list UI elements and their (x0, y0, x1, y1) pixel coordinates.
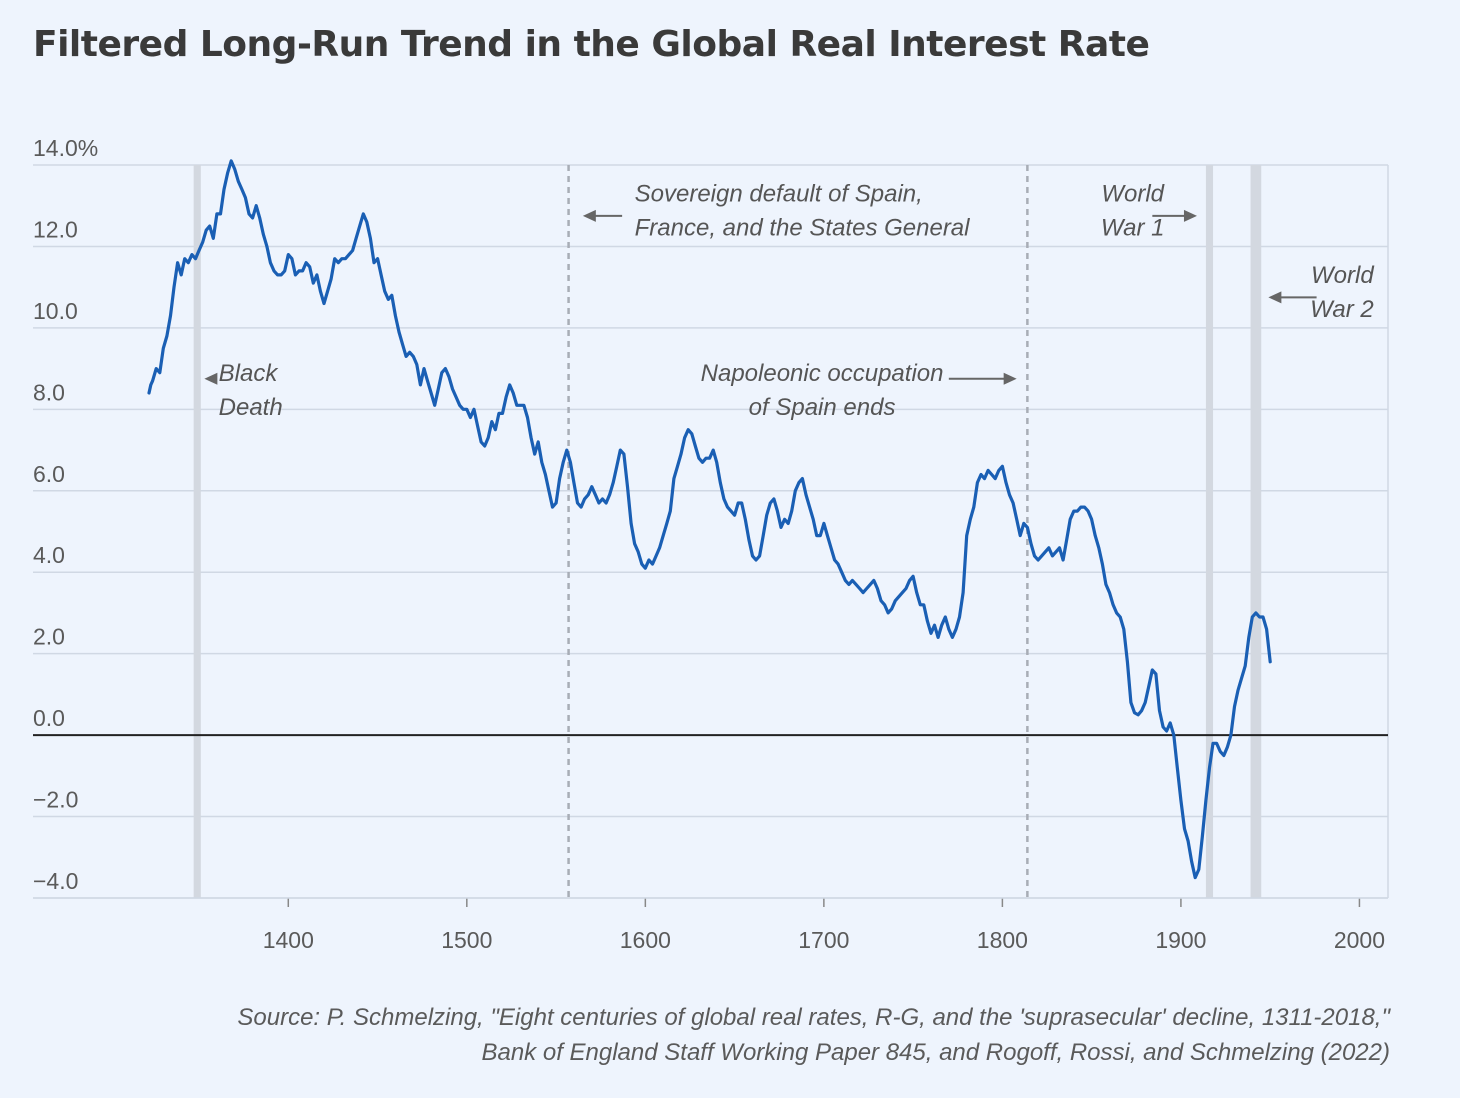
x-tick-label: 1800 (977, 927, 1028, 953)
annotation-label: World War 2 (1310, 262, 1374, 323)
y-tick-label: −4.0 (33, 868, 78, 894)
x-tick-label: 1600 (620, 927, 671, 953)
annotation-arrow (582, 209, 623, 222)
y-tick-label: 0.0 (33, 705, 65, 731)
annotation-arrow (1152, 209, 1197, 222)
y-tick-label: 2.0 (33, 624, 65, 650)
annotation-arrow (1268, 291, 1317, 304)
annotation-arrow (948, 372, 1017, 385)
y-tick-label: 4.0 (33, 542, 65, 568)
x-tick-label: 1500 (441, 927, 492, 953)
y-tick-label: 14.0% (33, 135, 98, 161)
y-tick-label: −2.0 (33, 787, 78, 813)
series (33, 159, 1388, 880)
y-tick-label: 6.0 (33, 461, 65, 487)
event-markers (193, 165, 1262, 898)
event-band (1250, 165, 1262, 898)
gridlines (33, 164, 1389, 899)
x-tick-label: 2000 (1334, 927, 1385, 953)
x-tick-label: 1900 (1155, 927, 1206, 953)
annotation-label: Napoleonic occupation of Spain ends (701, 360, 944, 421)
y-tick-label: 10.0 (33, 298, 78, 324)
series-line (147, 159, 1272, 880)
source-line-2: Bank of England Staff Working Paper 845,… (481, 1039, 1390, 1066)
annotation-label: Black Death (219, 360, 283, 421)
annotation-arrow (204, 372, 218, 385)
x-axis-ticks: 1400 1500 1600 1700 1800 1900 2000 (33, 897, 1388, 953)
annotations: Black Death Sovereign default of Spain, Fra… (204, 181, 1374, 421)
source-line-1: Source: P. Schmelzing, "Eight centuries … (237, 1004, 1390, 1031)
y-tick-label: 8.0 (33, 379, 65, 405)
chart-title: Filtered Long-Run Trend in the Global Re… (33, 24, 1150, 65)
source-note: Source: P. Schmelzing, "Eight centuries … (237, 1000, 1390, 1070)
event-band (193, 165, 201, 898)
y-axis-ticks: 14.0% 12.0 10.0 8.0 6.0 4.0 2.0 0.0 −2.0 −4.0 (33, 135, 98, 894)
x-tick-label: 1700 (798, 927, 849, 953)
annotation-label: World War 1 (1101, 181, 1165, 242)
event-band (1205, 165, 1214, 898)
x-tick-label: 1400 (263, 927, 314, 953)
annotation-label: Sovereign default of Spain, France, and t… (635, 181, 971, 242)
y-tick-label: 12.0 (33, 216, 78, 242)
